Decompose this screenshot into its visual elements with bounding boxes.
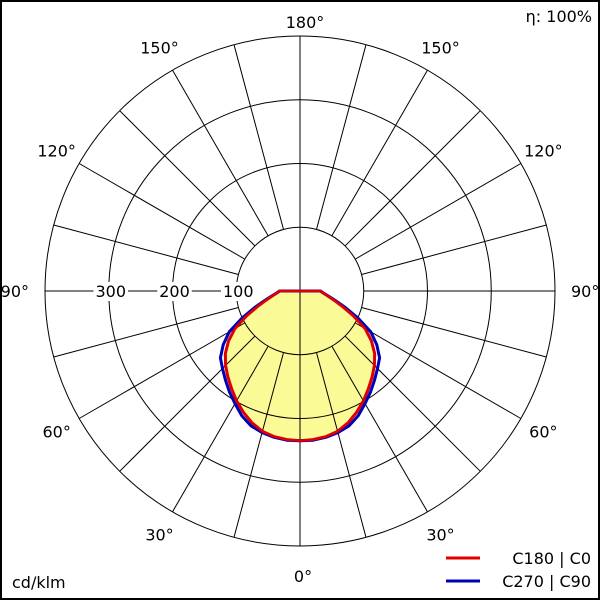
grid-spoke-105-left xyxy=(53,224,239,275)
grid-spoke-45-right xyxy=(344,335,481,472)
angle-label-120-right: 120° xyxy=(524,142,563,161)
angle-label-30-right: 30° xyxy=(426,525,454,544)
efficiency-label: η: 100% xyxy=(526,7,592,26)
grid-spoke-15-left xyxy=(233,352,284,538)
angle-label-180-top: 180° xyxy=(286,13,325,32)
grid-spoke-75-right xyxy=(361,307,547,358)
grid-spoke-165-left xyxy=(233,44,284,230)
grid-layer xyxy=(44,35,556,547)
legend-label-c180-c0: C180 | C0 xyxy=(512,549,591,568)
angle-label-30-left: 30° xyxy=(145,525,173,544)
grid-spoke-75-left xyxy=(53,307,239,358)
radial-tick-label-bg xyxy=(93,282,129,301)
angle-label-90-left: 90° xyxy=(1,282,29,301)
legend: C180 | C0 C270 | C90 xyxy=(446,549,591,591)
grid-spoke-15-right xyxy=(316,352,367,538)
radial-tick-label-100: 100 xyxy=(223,282,254,301)
series-curve-c180-c0-top xyxy=(224,289,376,443)
angle-label-60-right: 60° xyxy=(529,423,557,442)
angle-label-90-right: 90° xyxy=(571,282,599,301)
grid-spoke-150-right xyxy=(331,69,428,237)
grid-spoke-120-left xyxy=(78,163,246,260)
grid-spoke-135-left xyxy=(119,110,256,247)
grid-spoke-165-right xyxy=(316,44,367,230)
angle-label-150-right: 150° xyxy=(421,39,460,58)
grid-spoke-45-left xyxy=(119,335,256,472)
unit-label: cd/klm xyxy=(12,573,66,592)
grid-spoke-150-left xyxy=(172,69,269,237)
grid-spoke-135-right xyxy=(344,110,481,247)
radial-tick-label-bg xyxy=(157,282,192,301)
angle-label-120-left: 120° xyxy=(37,142,76,161)
radial-tick-label-200: 200 xyxy=(159,282,190,301)
grid-spoke-30-left xyxy=(172,345,269,513)
angle-label-150-left: 150° xyxy=(140,39,179,58)
angle-label-60-left: 60° xyxy=(42,423,70,442)
curve-layer xyxy=(218,289,382,443)
grid-spoke-120-right xyxy=(354,163,522,260)
grid-spoke-60-right xyxy=(354,322,522,419)
grid-spoke-60-left xyxy=(78,322,246,419)
grid-spoke-30-right xyxy=(331,345,428,513)
radial-tick-label-bg xyxy=(220,282,256,301)
angle-label-0-bottom: 0° xyxy=(294,567,312,586)
label-layer: 100 200 300 180° 150° 150° 120° 120° 90° 90° 60° 60… xyxy=(1,13,600,586)
legend-label-c270-c90: C270 | C90 xyxy=(502,572,591,591)
radial-tick-label-300: 300 xyxy=(95,282,126,301)
grid-spoke-105-right xyxy=(361,224,547,275)
